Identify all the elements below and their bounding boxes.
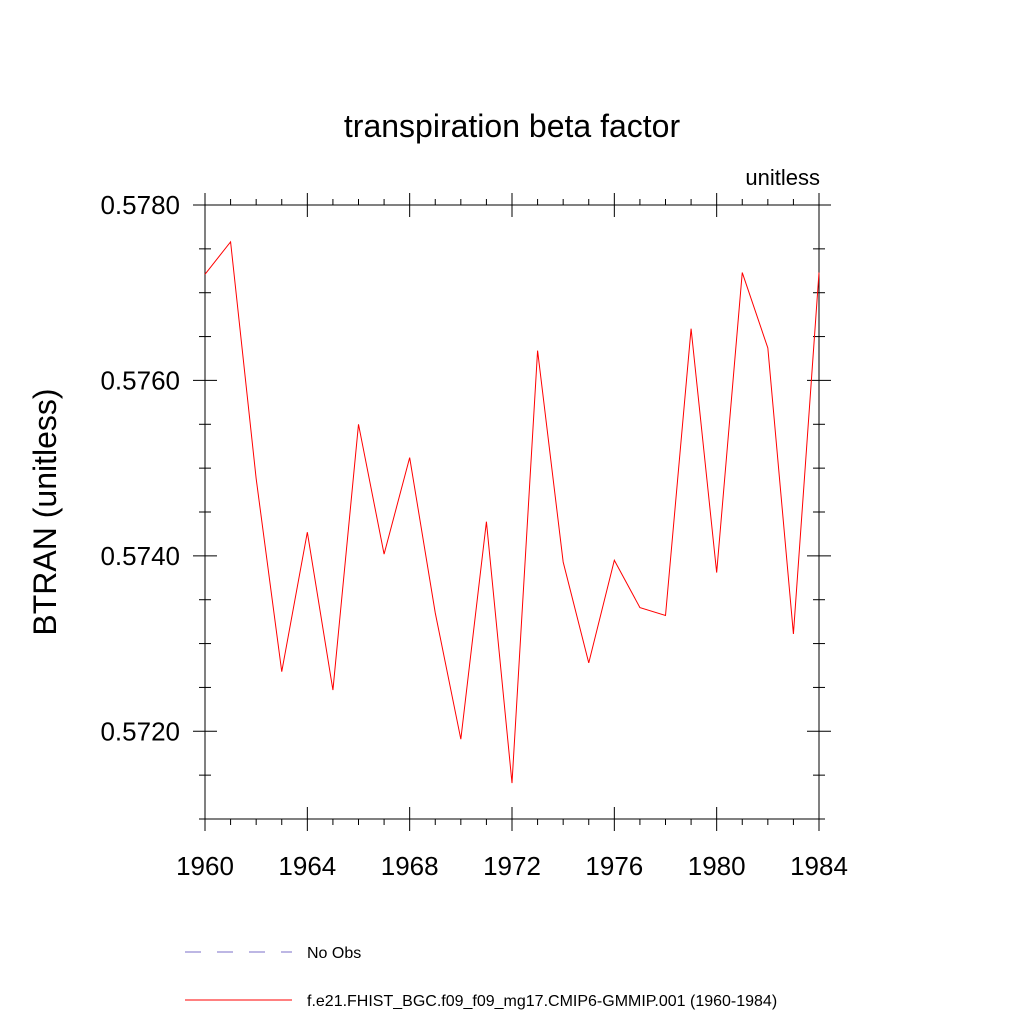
y-tick-label: 0.5740 (100, 541, 180, 571)
x-tick-labels: 1960 1964 1968 1972 1976 1980 1984 (176, 851, 848, 881)
y-tick-label: 0.5720 (100, 716, 180, 746)
chart-title: transpiration beta factor (344, 108, 681, 144)
x-tick-label: 1972 (483, 851, 541, 881)
major-ticks (193, 193, 831, 831)
x-tick-label: 1984 (790, 851, 848, 881)
y-axis-label: BTRAN (unitless) (27, 388, 63, 635)
units-label: unitless (745, 165, 820, 190)
x-tick-label: 1976 (585, 851, 643, 881)
x-tick-label: 1960 (176, 851, 234, 881)
x-tick-label: 1968 (381, 851, 439, 881)
legend-label-model-run: f.e21.FHIST_BGC.f09_f09_mg17.CMIP6-GMMIP… (307, 993, 777, 1010)
minor-ticks (199, 199, 825, 825)
y-tick-label: 0.5760 (100, 365, 180, 395)
legend: No Obs f.e21.FHIST_BGC.f09_f09_mg17.CMIP… (185, 945, 777, 1010)
x-tick-label: 1980 (688, 851, 746, 881)
series-layer (204, 240, 820, 784)
x-tick-label: 1964 (278, 851, 336, 881)
y-tick-label: 0.5780 (100, 190, 180, 220)
plot-frame (204, 204, 820, 820)
legend-label-no-obs: No Obs (307, 945, 361, 962)
y-tick-labels: 0.5720 0.5740 0.5760 0.5780 (100, 190, 180, 746)
series-line (204, 240, 820, 784)
